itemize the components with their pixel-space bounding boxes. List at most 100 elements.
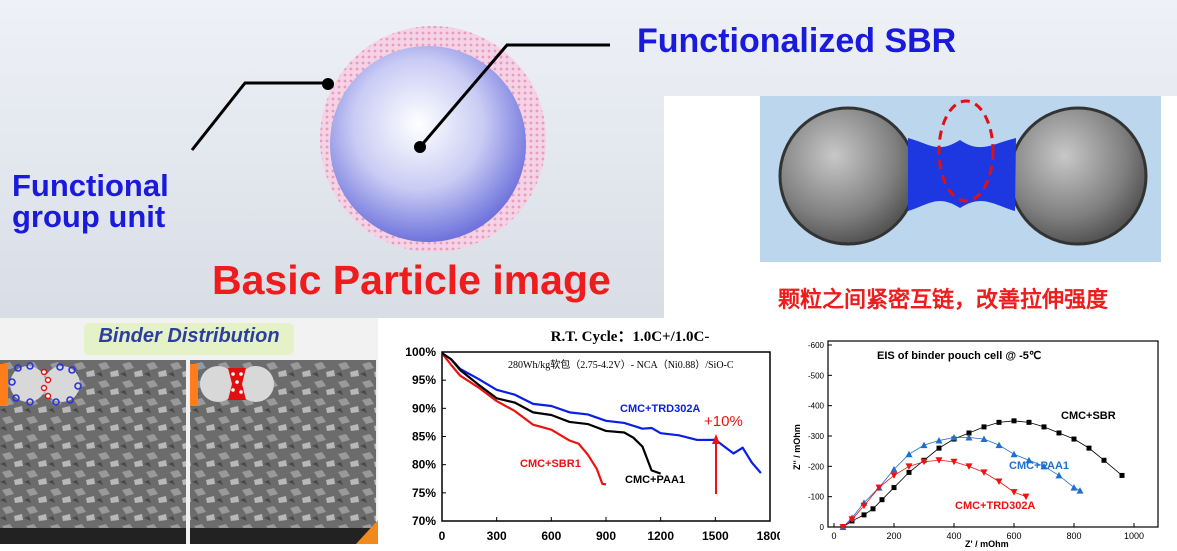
bridge-highlight: [937, 99, 995, 203]
bridge-illustration: [778, 99, 1148, 246]
eis-point: [935, 437, 943, 444]
particle-illustration: [190, 26, 610, 252]
eis-point: [1022, 493, 1030, 501]
cycle-chart-subtitle: 280Wh/kg软包（2.75-4.2V）- NCA（Ni0.88）/SiO-C: [508, 358, 734, 371]
eis-point: [905, 450, 913, 458]
eis-point: [1086, 445, 1092, 451]
cycle-chart-title: R.T. Cycle：1.0C+/1.0C-: [550, 329, 710, 345]
functional-label-line1: Functional: [12, 168, 169, 203]
eis-xtick-label: 200: [886, 531, 901, 541]
eis-xtick-label: 400: [946, 531, 961, 541]
eis-xtick-label: 800: [1066, 531, 1081, 541]
eis-point: [1071, 436, 1077, 442]
eis-point: [1055, 471, 1063, 479]
eis-point: [1070, 484, 1078, 491]
functionalized-sbr-label: Functionalized SBR: [637, 22, 957, 60]
cycle-series-line: [441, 352, 762, 474]
cycle-ytick-label: 90%: [412, 401, 436, 415]
eis-point: [936, 445, 942, 451]
cycle-xtick-label: 900: [596, 529, 616, 543]
eis-point: [879, 497, 885, 503]
eis-point: [848, 516, 856, 523]
series-label-trd: CMC+TRD302A: [620, 403, 700, 415]
cycle-xtick-label: 600: [541, 529, 561, 543]
eis-point: [890, 465, 898, 473]
improvement-arrowhead: [712, 434, 720, 444]
eis-point: [980, 435, 988, 443]
eis-point: [965, 434, 973, 441]
eis-xtick-label: 1000: [1124, 531, 1144, 541]
cycle-plot-area: [441, 351, 771, 522]
cycle-series-line: [441, 352, 662, 475]
eis-point: [981, 424, 987, 430]
eis-ytick-label: -100: [808, 493, 825, 502]
eis-ytick-label: -500: [808, 371, 825, 380]
cycle-ytick-label: 85%: [412, 430, 436, 444]
eis-ytick-label: -300: [808, 432, 825, 441]
eis-point: [875, 484, 883, 492]
functional-label-line2: group unit: [12, 199, 166, 234]
binder-bridge: [908, 138, 1016, 211]
eis-point: [890, 472, 898, 479]
eis-point: [1040, 462, 1048, 470]
binder-distribution-title: Binder Distribution: [98, 325, 280, 347]
eis-point: [1076, 487, 1084, 494]
left-particle: [778, 106, 918, 246]
eis-series-label-paa: CMC+PAA1: [1009, 460, 1069, 472]
eis-point: [1010, 450, 1018, 458]
bridge-caption: 颗粒之间紧密互链，改善拉伸强度: [778, 287, 1109, 312]
cycle-ytick-label: 75%: [412, 486, 436, 500]
eis-xlabel: Z' / mOhm: [965, 539, 1009, 549]
cycle-xtick-label: 1200: [647, 529, 674, 543]
eis-point: [995, 441, 1003, 449]
cycle-chart: 280Wh/kg软包（2.75-4.2V）- NCA（Ni0.88）/SiO-C…: [405, 345, 780, 543]
eis-ylabel: Z'' / mOhm: [792, 424, 802, 470]
eis-point: [1026, 419, 1032, 425]
eis-chart: EIS of binder pouch cell @ -5℃ -600 -500 -…: [792, 340, 1159, 549]
eis-point: [1056, 430, 1062, 436]
basic-particle-label: Basic Particle image: [212, 257, 611, 303]
eis-plot-area: [827, 340, 1159, 528]
eis-point: [860, 502, 868, 510]
eis-point: [1025, 456, 1033, 464]
cycle-xtick-label: 1800: [757, 529, 780, 543]
eis-ytick-label: 0: [820, 523, 825, 532]
eis-point: [966, 430, 972, 436]
eis-point: [1010, 489, 1018, 496]
eis-point: [861, 512, 867, 518]
sem-images: [0, 360, 378, 544]
cycle-ytick-label: 95%: [412, 373, 436, 387]
eis-point: [891, 485, 897, 491]
eis-chart-title: EIS of binder pouch cell @ -5℃: [877, 350, 1041, 362]
eis-ytick-label: -400: [808, 402, 825, 411]
eis-xtick-label: 0: [831, 531, 836, 541]
functional-group-label: Functional group unit: [12, 170, 169, 232]
eis-ytick-label: -600: [808, 341, 825, 350]
series-label-paa: CMC+PAA1: [625, 474, 685, 486]
eis-point: [935, 457, 943, 464]
eis-ytick-label: -200: [808, 462, 825, 471]
eis-point: [996, 419, 1002, 425]
pointer-dot: [322, 78, 334, 90]
cycle-xtick-label: 0: [439, 529, 446, 543]
eis-point: [920, 458, 928, 466]
eis-point: [906, 469, 912, 475]
eis-point: [995, 478, 1003, 485]
eis-point: [1101, 457, 1107, 463]
eis-point: [920, 441, 928, 449]
eis-point: [980, 469, 988, 476]
cycle-xtick-label: 1500: [702, 529, 729, 543]
eis-series-label-trd: CMC+TRD302A: [955, 500, 1035, 512]
series-label-sbr: CMC+SBR1: [520, 458, 581, 470]
basic-particle: [330, 46, 526, 242]
eis-point: [965, 463, 973, 470]
eis-point: [905, 463, 913, 470]
eis-point: [950, 458, 958, 466]
eis-point: [839, 524, 847, 531]
right-particle: [1008, 106, 1148, 246]
cycle-series-line: [441, 352, 607, 486]
eis-point: [1041, 424, 1047, 430]
binder-title-box: [84, 323, 294, 355]
improvement-label: +10%: [704, 413, 743, 430]
cycle-ytick-label: 100%: [405, 345, 436, 359]
